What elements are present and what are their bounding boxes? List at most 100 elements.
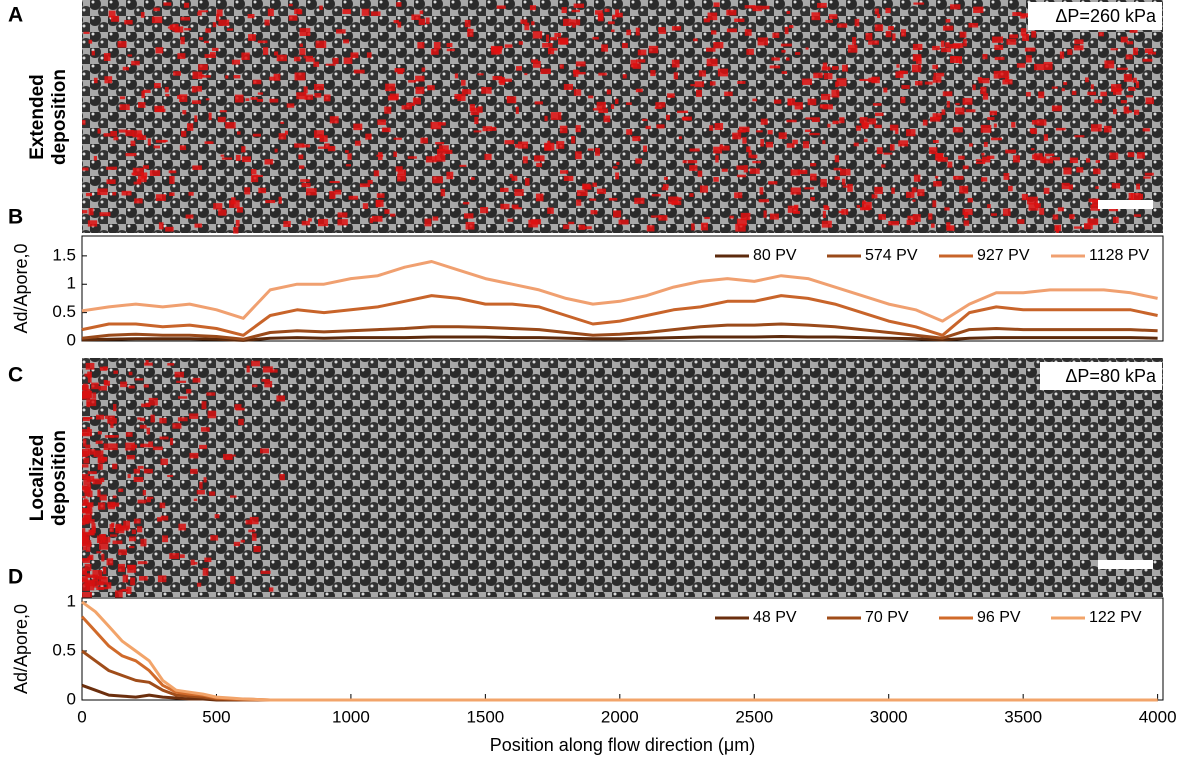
deposit <box>204 54 211 58</box>
deposit <box>317 218 329 227</box>
deposit <box>563 83 574 90</box>
deposit <box>823 73 833 80</box>
deposit <box>417 42 425 49</box>
deposit <box>646 225 655 232</box>
deposit <box>945 42 950 48</box>
deposit <box>515 106 519 114</box>
deposit <box>589 198 597 201</box>
deposit <box>126 454 136 460</box>
deposit <box>132 130 142 138</box>
deposit <box>786 143 795 148</box>
deposit <box>433 41 441 50</box>
deposit <box>82 540 92 546</box>
deposit <box>1110 48 1119 51</box>
deposit <box>805 117 813 120</box>
deposit <box>115 525 125 534</box>
deposit <box>650 215 662 218</box>
deposit <box>963 39 967 47</box>
deposit <box>610 104 615 110</box>
deposit <box>381 127 391 133</box>
deposit <box>737 129 746 133</box>
deposit <box>613 210 622 218</box>
deposit <box>480 207 489 214</box>
deposit <box>105 415 115 419</box>
deposit <box>689 193 694 197</box>
deposit <box>490 126 497 131</box>
deposit <box>214 514 220 519</box>
deposit <box>729 215 734 219</box>
deposit <box>911 187 917 193</box>
deposit <box>110 502 120 507</box>
deposit <box>82 591 92 598</box>
deposit <box>132 167 144 176</box>
deposit <box>87 449 96 455</box>
deposit <box>301 182 311 188</box>
deposit <box>298 165 305 169</box>
deposit <box>524 73 528 76</box>
deposit <box>384 106 392 114</box>
deposit <box>418 18 425 25</box>
deposit <box>771 57 780 61</box>
deposit <box>642 118 648 122</box>
deposit <box>499 77 505 85</box>
deposit <box>401 105 412 110</box>
deposit <box>709 125 714 131</box>
deposit <box>706 58 718 67</box>
deposit <box>313 61 320 67</box>
deposit <box>454 73 459 79</box>
image-label: deposition <box>49 430 70 526</box>
deposit <box>1006 38 1017 45</box>
deposit <box>983 141 988 147</box>
deposit <box>371 215 383 222</box>
deposit <box>82 570 88 574</box>
deposit <box>942 25 954 31</box>
deposit <box>871 194 878 199</box>
deposit <box>337 219 348 226</box>
deposit <box>892 33 896 41</box>
deposit <box>1043 187 1050 194</box>
deposit <box>432 216 439 221</box>
deposit <box>842 64 848 72</box>
deposit <box>1104 60 1115 69</box>
deposit <box>810 163 817 167</box>
deposit <box>616 12 623 18</box>
deposit <box>1034 153 1043 161</box>
deposit <box>511 175 518 181</box>
deposit <box>831 89 840 98</box>
deposit <box>263 47 269 55</box>
deposit <box>964 211 969 219</box>
deposit <box>108 10 116 18</box>
deposit <box>786 119 797 123</box>
deposit <box>397 173 406 182</box>
deposit <box>258 187 267 194</box>
deposit <box>172 423 182 429</box>
deposit <box>82 388 91 392</box>
deposit <box>96 535 103 544</box>
deposit <box>496 5 506 9</box>
deposit <box>518 41 523 45</box>
legend-label: 122 PV <box>1089 609 1142 626</box>
deposit <box>874 8 879 15</box>
deposit <box>982 54 988 60</box>
deposit <box>95 440 103 444</box>
deposit <box>83 31 90 34</box>
deposit <box>877 13 881 18</box>
deposit <box>975 159 986 162</box>
deposit <box>284 130 289 135</box>
deposit <box>444 149 453 154</box>
deposit <box>1016 63 1026 68</box>
deposit <box>587 148 594 151</box>
deposit <box>104 380 110 386</box>
deposit <box>693 38 698 42</box>
deposit <box>137 135 147 140</box>
deposit <box>838 210 844 214</box>
deposit <box>190 559 195 566</box>
deposit <box>231 59 241 65</box>
deposit <box>1039 208 1045 215</box>
deposit <box>635 27 640 36</box>
deposit <box>82 464 89 468</box>
deposit <box>1111 183 1121 189</box>
deposit <box>319 135 328 142</box>
deposit <box>213 203 223 210</box>
deposit <box>97 502 106 510</box>
